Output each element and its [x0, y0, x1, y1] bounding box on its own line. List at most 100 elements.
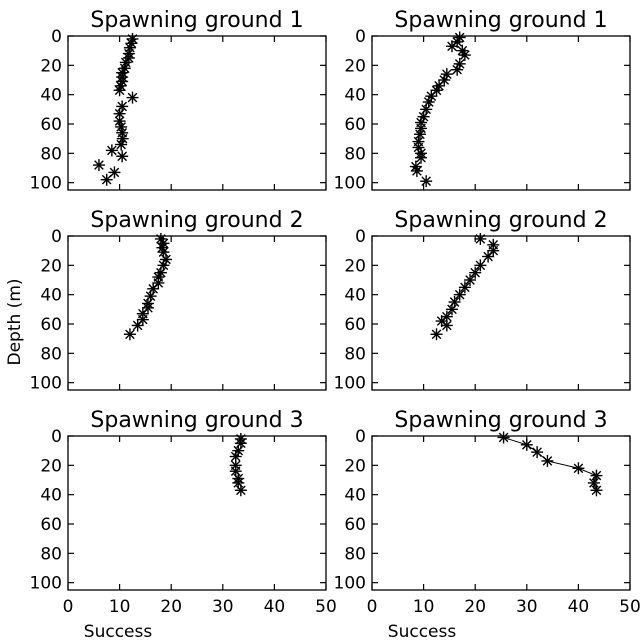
y-tick-label: 40 — [344, 286, 366, 306]
y-tick-label: 60 — [40, 515, 62, 535]
y-tick-label: 20 — [40, 456, 62, 476]
x-axis-label-left: Success — [84, 622, 153, 641]
y-tick-label: 40 — [40, 286, 62, 306]
data-point — [435, 315, 448, 328]
data-point — [453, 288, 466, 301]
y-tick-label: 20 — [344, 456, 366, 476]
data-point — [430, 328, 443, 341]
y-tick-label: 60 — [40, 315, 62, 335]
panel-1-1: Spawning ground 1 0 20 40 60 80 100 — [30, 8, 327, 194]
panel-title: Spawning ground 1 — [90, 8, 303, 33]
data-point — [415, 151, 428, 164]
x-axis-label-right: Success — [388, 622, 457, 641]
plot-frame — [67, 235, 327, 391]
data-point — [541, 454, 554, 467]
data-point — [131, 319, 144, 332]
data-point — [445, 40, 458, 53]
y-tick-label: 40 — [40, 486, 62, 506]
data-point — [458, 281, 471, 294]
y-tick-label: 20 — [40, 256, 62, 276]
panel-2-1: Spawning ground 2 0 20 40 60 80 100 — [30, 208, 327, 394]
y-tick-label: 20 — [40, 56, 62, 76]
y-tick-label: 100 — [30, 574, 62, 594]
x-tick-label: 40 — [264, 597, 286, 617]
panel-1-2: Spawning ground 1 0 20 40 60 80 100 — [334, 8, 631, 194]
x-tick-label: 10 — [413, 597, 435, 617]
y-tick-label: 0 — [51, 227, 62, 247]
data-point — [116, 150, 129, 163]
y-tick-label: 20 — [344, 56, 366, 76]
y-tick-label: 100 — [30, 374, 62, 394]
y-tick-label: 40 — [40, 86, 62, 106]
x-tick-label: 0 — [63, 597, 74, 617]
panel-title: Spawning ground 3 — [90, 408, 303, 433]
data-point — [157, 259, 170, 272]
data-point — [458, 49, 471, 62]
y-tick-label: 60 — [344, 515, 366, 535]
plot-frame — [67, 35, 327, 191]
y-tick-label: 100 — [334, 174, 366, 194]
y-tick-label: 0 — [51, 427, 62, 447]
data-point — [440, 319, 453, 332]
y-tick-label: 60 — [344, 115, 366, 135]
y-tick-label: 80 — [40, 144, 62, 164]
x-tick-label: 20 — [160, 597, 182, 617]
x-tick-label: 30 — [516, 597, 538, 617]
data-point — [531, 446, 544, 459]
x-tick-label: 20 — [464, 597, 486, 617]
plot-frame — [67, 435, 327, 591]
data-point — [420, 175, 433, 188]
x-tick-label: 50 — [619, 597, 641, 617]
data-point — [445, 303, 458, 316]
y-tick-label: 100 — [334, 374, 366, 394]
x-tick-label: 30 — [212, 597, 234, 617]
x-tick-label: 0 — [367, 597, 378, 617]
y-tick-label: 20 — [344, 256, 366, 276]
panel-title: Spawning ground 1 — [394, 8, 607, 33]
y-tick-label: 0 — [355, 227, 366, 247]
data-point — [572, 462, 585, 475]
y-axis-label: Depth (m) — [5, 278, 25, 365]
data-point — [123, 328, 136, 341]
data-point — [92, 159, 105, 172]
y-tick-label: 80 — [344, 344, 366, 364]
y-tick-label: 80 — [344, 144, 366, 164]
data-point — [115, 138, 128, 151]
panel-2-2: Spawning ground 2 0 20 40 60 80 100 — [334, 208, 631, 394]
data-point — [474, 232, 487, 245]
y-tick-label: 40 — [344, 86, 366, 106]
plot-frame — [371, 435, 631, 591]
y-tick-label: 100 — [334, 574, 366, 594]
data-point — [234, 484, 247, 497]
data-point — [474, 259, 487, 272]
y-tick-label: 0 — [355, 27, 366, 47]
y-tick-label: 60 — [40, 115, 62, 135]
y-tick-label: 80 — [40, 544, 62, 564]
plot-frame — [371, 35, 631, 191]
y-tick-label: 0 — [355, 427, 366, 447]
y-tick-label: 80 — [344, 544, 366, 564]
y-tick-label: 100 — [30, 174, 62, 194]
panel-title: Spawning ground 2 — [394, 208, 607, 233]
data-point — [451, 63, 464, 76]
y-tick-label: 60 — [344, 315, 366, 335]
y-tick-label: 80 — [40, 344, 62, 364]
data-point — [464, 274, 477, 286]
data-point — [105, 144, 118, 157]
plot-frame — [371, 235, 631, 391]
y-tick-label: 40 — [344, 486, 366, 506]
data-point — [100, 173, 113, 186]
data-point — [113, 84, 126, 97]
data-point — [108, 166, 121, 179]
y-tick-label: 0 — [51, 27, 62, 47]
panel-title: Spawning ground 2 — [90, 208, 303, 233]
x-tick-label: 50 — [315, 597, 337, 617]
data-point — [590, 484, 603, 497]
x-tick-label: 40 — [568, 597, 590, 617]
data-point — [410, 164, 423, 177]
data-point — [497, 431, 510, 444]
